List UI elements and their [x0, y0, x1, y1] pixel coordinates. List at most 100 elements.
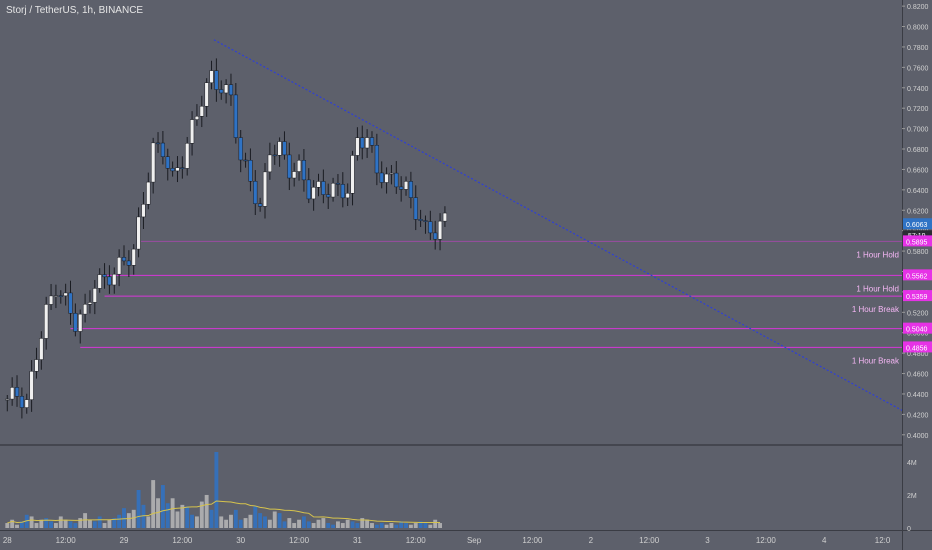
candle-down	[170, 168, 175, 172]
price-tick-label: 0.4800	[907, 351, 929, 358]
volume-bar	[418, 521, 423, 528]
price-tick-label: 0.4000	[907, 433, 929, 440]
volume-tick-label: 4M	[907, 460, 917, 467]
volume-bar	[311, 523, 316, 528]
level-price-badge	[903, 341, 932, 353]
candle-down	[258, 203, 263, 207]
level-label: 1 Hour Hold	[856, 284, 899, 293]
candle-up	[277, 141, 282, 156]
level-label: 1 Hour Break	[852, 356, 900, 365]
time-label: 29	[120, 536, 129, 545]
candle-up	[389, 172, 394, 175]
candles	[5, 58, 448, 419]
volume-bar	[44, 518, 49, 528]
volume-bar	[340, 523, 345, 528]
volume-bar	[131, 509, 136, 528]
candle-down	[243, 159, 248, 162]
candle-down	[413, 197, 418, 220]
volume-bar	[423, 523, 428, 528]
candle-down	[418, 219, 423, 221]
candle-up	[175, 167, 180, 172]
candle-up	[330, 182, 336, 198]
volume-bar	[384, 524, 389, 528]
candle-up	[209, 70, 214, 83]
price-tick-label: 0.4600	[907, 372, 929, 379]
candle-down	[233, 94, 238, 138]
volume-tick-label: 0	[907, 526, 911, 533]
volume-bar	[19, 521, 24, 528]
candle-down	[379, 172, 384, 183]
candle-down	[155, 142, 161, 145]
candle-down	[374, 145, 379, 174]
candle-up	[224, 84, 229, 94]
candle-up	[384, 173, 389, 183]
volume-bar	[141, 504, 146, 528]
volume-bar	[78, 518, 83, 528]
volume-bar	[277, 513, 282, 528]
candle-down	[272, 154, 277, 157]
volume-bar	[394, 524, 399, 528]
candle-up	[204, 82, 209, 107]
volume-bar	[83, 513, 88, 528]
volume-bar	[243, 518, 248, 528]
price-tick-label: 0.6200	[907, 208, 929, 215]
candle-down	[58, 295, 63, 297]
price-tick-label: 0.5000	[907, 331, 929, 338]
volume-bar	[122, 508, 126, 528]
candle-down	[282, 141, 287, 156]
candle-down	[360, 137, 365, 149]
volume-bars	[5, 452, 443, 528]
candle-down	[408, 181, 413, 198]
candle-up	[10, 387, 15, 400]
candle-up	[296, 160, 302, 172]
volume-bar	[253, 506, 258, 528]
candle-up	[365, 137, 370, 149]
volume-bar	[404, 523, 408, 528]
level-price-badge	[903, 322, 932, 334]
candle-down	[160, 142, 165, 157]
price-tick-label: 0.6600	[907, 167, 929, 174]
volume-bar	[102, 523, 107, 528]
candle-up	[48, 295, 54, 305]
volume-bar	[151, 480, 156, 528]
volume-bar	[199, 501, 204, 528]
time-label: 12:00	[756, 536, 777, 545]
volume-bar	[350, 521, 355, 528]
volume-tick-label: 2M	[907, 493, 917, 500]
volume-bar	[165, 503, 170, 528]
candle-up	[78, 313, 83, 332]
volume-bar	[413, 523, 418, 528]
candle-up	[355, 137, 360, 156]
volume-bar	[10, 519, 15, 528]
volume-bar	[92, 521, 97, 528]
time-label: 31	[353, 536, 362, 545]
volume-bar	[263, 516, 267, 528]
volume-bar	[175, 511, 180, 528]
volume-bar	[117, 514, 122, 528]
time-label: 12:00	[56, 536, 77, 545]
candle-up	[141, 204, 146, 218]
volume-bar	[170, 498, 175, 528]
volume-bar	[428, 524, 433, 528]
candle-down	[335, 182, 341, 185]
volume-bar	[355, 523, 360, 528]
candle-up	[92, 288, 97, 303]
time-label: 28	[3, 536, 12, 545]
volume-bar	[297, 519, 301, 528]
volume-bar	[301, 516, 306, 528]
candle-down	[394, 172, 399, 188]
candle-up	[39, 338, 44, 360]
volume-bar	[160, 485, 165, 528]
volume-bar	[49, 521, 54, 528]
volume-bar	[316, 519, 321, 528]
level-price-badge	[903, 235, 932, 247]
volume-bar	[53, 523, 58, 528]
level-price-label: 0.4856	[906, 345, 928, 352]
volume-bar	[224, 519, 229, 528]
volume-bar	[209, 509, 214, 528]
candle-up	[194, 115, 200, 120]
time-label: 12:00	[406, 536, 427, 545]
candle-up	[117, 257, 122, 275]
candle-up	[311, 186, 316, 200]
